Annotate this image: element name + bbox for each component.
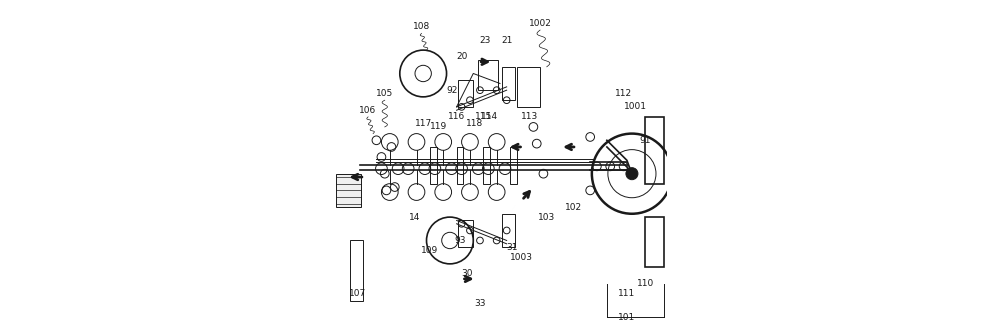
Text: 20: 20: [456, 52, 467, 61]
Text: 108: 108: [413, 22, 430, 31]
Text: 14: 14: [409, 213, 421, 221]
Text: 118: 118: [466, 119, 484, 128]
Text: 109: 109: [421, 246, 438, 255]
Text: 112: 112: [615, 89, 632, 98]
Text: 1003: 1003: [510, 253, 533, 262]
Text: 33: 33: [474, 300, 486, 308]
Text: 107: 107: [349, 290, 367, 298]
Text: 91: 91: [640, 136, 651, 145]
Text: 106: 106: [359, 106, 377, 115]
Text: 117: 117: [415, 119, 432, 128]
Text: 102: 102: [565, 203, 582, 211]
Text: 1001: 1001: [624, 103, 647, 111]
Text: 31: 31: [506, 243, 517, 252]
Text: 114: 114: [481, 113, 499, 121]
Text: 105: 105: [376, 89, 393, 98]
Circle shape: [626, 168, 638, 180]
Text: 21: 21: [501, 36, 512, 44]
Text: 111: 111: [618, 290, 636, 298]
Text: 1002: 1002: [529, 19, 552, 28]
Text: 30: 30: [461, 270, 472, 278]
Text: 110: 110: [637, 280, 654, 288]
Text: 116: 116: [448, 113, 465, 121]
Text: 113: 113: [521, 113, 539, 121]
FancyBboxPatch shape: [336, 174, 361, 207]
Text: 101: 101: [618, 313, 636, 322]
Text: 103: 103: [538, 213, 555, 221]
Text: 23: 23: [479, 36, 491, 44]
Text: 93: 93: [454, 236, 466, 245]
Text: 92: 92: [446, 86, 457, 95]
Text: 115: 115: [475, 113, 492, 121]
Text: 119: 119: [430, 123, 447, 131]
